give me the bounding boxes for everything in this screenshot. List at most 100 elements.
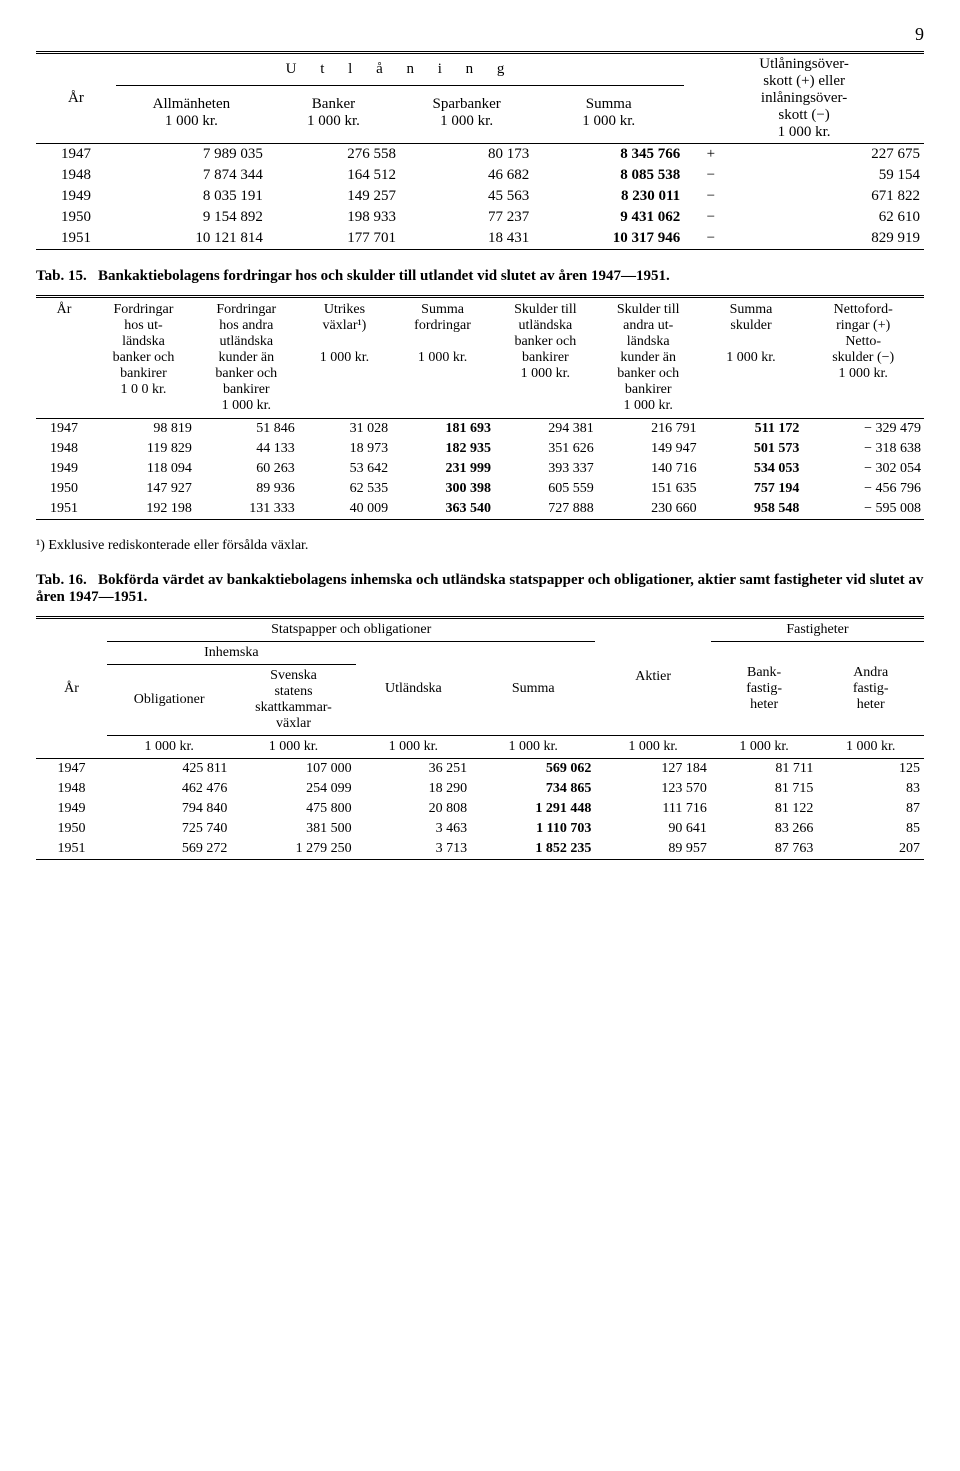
cell-ov: 829 919 (737, 228, 924, 250)
cell-c2: 107 000 (231, 759, 355, 780)
cell-c5: 605 559 (494, 479, 597, 499)
cell-c1: 725 740 (107, 819, 231, 839)
c5u: 1 000 kr. (521, 366, 570, 381)
t16-th-stats: Statspapper och obligationer (107, 618, 595, 642)
cell-c2: 44 133 (195, 439, 298, 459)
c2l2: hos andra (219, 318, 273, 333)
c1l3: ländska (122, 334, 165, 349)
cell-allman: 7 989 035 (116, 144, 267, 166)
c8l2: ringar (+) (836, 318, 890, 333)
table-row: 19509 154 892198 93377 2379 431 062−62 6… (36, 207, 924, 228)
cell-sparb: 45 563 (400, 186, 533, 207)
table-row: 195110 121 814177 70118 43110 317 946−82… (36, 228, 924, 250)
cell-year: 1950 (36, 819, 107, 839)
cell-c4: 182 935 (391, 439, 494, 459)
c2l4: kunder än (218, 350, 274, 365)
t16-u1: 1 000 kr. (107, 736, 231, 759)
skl1: Svenska (270, 668, 317, 683)
cell-c7: 87 (817, 799, 924, 819)
cell-year: 1951 (36, 839, 107, 860)
table-16: År Statspapper och obligationer Aktier F… (36, 616, 924, 860)
t16-th-year: År (36, 618, 107, 759)
skl4: växlar (276, 716, 311, 731)
table-14: År U t l å n i n g Utlåningsöver- skott … (36, 51, 924, 250)
cell-sparb: 46 682 (400, 165, 533, 186)
t16yl: År (64, 681, 79, 696)
c3l2: växlar¹) (323, 318, 367, 333)
cell-c4: 1 852 235 (471, 839, 595, 860)
cell-year: 1949 (36, 186, 116, 207)
c4l1: Summa (421, 302, 464, 317)
table-row: 1950147 92789 93662 535300 398605 559151… (36, 479, 924, 499)
caption-tab16: Tab. 16. Bokförda värdet av bankaktiebol… (36, 572, 924, 606)
c6l4: kunder än (620, 350, 676, 365)
cell-sparb: 77 237 (400, 207, 533, 228)
cell-c4: 1 110 703 (471, 819, 595, 839)
th-banker-u: 1 000 kr. (307, 113, 360, 129)
cell-c1: 794 840 (107, 799, 231, 819)
cell-c8: − 595 008 (802, 499, 924, 520)
cell-banker: 164 512 (267, 165, 400, 186)
cell-c7: 757 194 (700, 479, 803, 499)
t15-th-c1: Fordringar hos ut- ländska banker och ba… (92, 297, 195, 419)
tab16-text: Bokförda värdet av bankaktiebolagens inh… (36, 572, 923, 605)
t16-th-utl: Utländska (356, 642, 471, 736)
c8l4: skulder (−) (832, 350, 894, 365)
c8l1: Nettoford- (834, 302, 893, 317)
cell-c1: 98 819 (92, 419, 195, 440)
cell-c1: 425 811 (107, 759, 231, 780)
t16-th-skatt: Svenska statens skattkammar- växlar (231, 665, 355, 736)
t16-u2: 1 000 kr. (231, 736, 355, 759)
cell-c2: 381 500 (231, 819, 355, 839)
cell-c8: − 456 796 (802, 479, 924, 499)
cell-c3: 20 808 (356, 799, 471, 819)
table-row: 194798 81951 84631 028181 693294 381216 … (36, 419, 924, 440)
cell-allman: 9 154 892 (116, 207, 267, 228)
c6l1: Skulder till (617, 302, 680, 317)
cell-c2: 131 333 (195, 499, 298, 520)
cell-c8: − 302 054 (802, 459, 924, 479)
t16-th-fastig: Fastigheter (711, 618, 924, 642)
bkl2: fastig- (746, 681, 782, 696)
tab15-text: Bankaktiebolagens fordringar hos och sku… (98, 268, 670, 284)
cell-year: 1951 (36, 228, 116, 250)
t16-th-andra: Andra fastig- heter (817, 642, 924, 736)
cell-year: 1950 (36, 207, 116, 228)
th-allman-u: 1 000 kr. (165, 113, 218, 129)
bkl3: heter (750, 697, 778, 712)
cell-c2: 254 099 (231, 779, 355, 799)
cell-c5: 90 641 (595, 819, 710, 839)
t15-th-c2: Fordringar hos andra utländska kunder än… (195, 297, 298, 419)
cell-summa: 10 317 946 (533, 228, 684, 250)
th-ov-l1: Utlåningsöver- (759, 56, 849, 72)
th-summa-u: 1 000 kr. (582, 113, 635, 129)
c2l5: banker och (215, 366, 277, 381)
page-number: 9 (36, 24, 924, 45)
t16-u3: 1 000 kr. (356, 736, 471, 759)
cell-c4: 363 540 (391, 499, 494, 520)
c7l1: Summa (730, 302, 773, 317)
cell-c7: 958 548 (700, 499, 803, 520)
cell-sign: + (684, 144, 737, 166)
cell-c8: − 318 638 (802, 439, 924, 459)
table-row: 1948462 476254 09918 290734 865123 57081… (36, 779, 924, 799)
cell-c6: 81 715 (711, 779, 818, 799)
cell-year: 1947 (36, 759, 107, 780)
th-sparb: Sparbanker 1 000 kr. (400, 85, 533, 143)
cell-c4: 1 291 448 (471, 799, 595, 819)
t16-th-aktier: Aktier (595, 618, 710, 736)
cell-c7: 501 573 (700, 439, 803, 459)
c1l4: banker och (113, 350, 175, 365)
cell-year: 1948 (36, 165, 116, 186)
c2l6: bankirer (223, 382, 270, 397)
cell-c5: 89 957 (595, 839, 710, 860)
c3u: 1 000 kr. (320, 350, 369, 365)
cell-c6: 149 947 (597, 439, 700, 459)
cell-sparb: 80 173 (400, 144, 533, 166)
cell-c2: 1 279 250 (231, 839, 355, 860)
cell-c1: 462 476 (107, 779, 231, 799)
th-allman-l: Allmänheten (153, 96, 230, 112)
c4l2: fordringar (414, 318, 471, 333)
th-banker-l: Banker (312, 96, 355, 112)
t16-th-summa: Summa (471, 642, 595, 736)
